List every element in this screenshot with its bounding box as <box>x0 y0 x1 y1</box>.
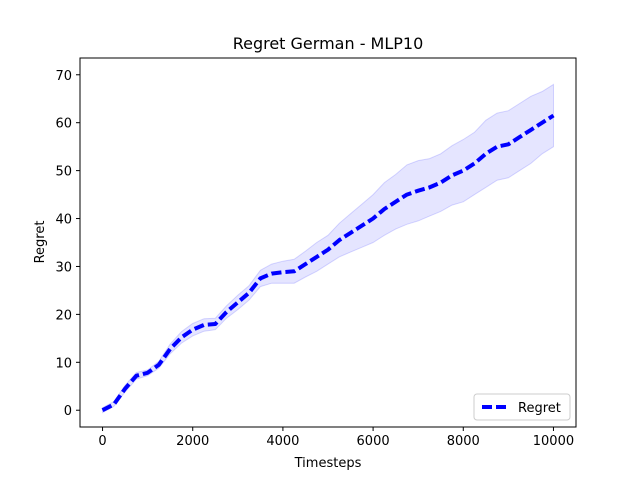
x-tick-label: 6000 <box>357 434 390 449</box>
y-tick-label: 60 <box>55 117 72 132</box>
axes-frame <box>79 57 577 428</box>
x-axis-label: Timesteps <box>294 456 362 471</box>
x-tick-label: 10000 <box>533 434 574 449</box>
x-tick-label: 8000 <box>447 434 480 449</box>
axes: 0 2000 4000 6000 8000 10000 0 10 20 30 40 50 60 70 <box>55 57 577 449</box>
legend-box <box>473 393 571 421</box>
y-tick-label: 10 <box>55 356 72 371</box>
y-tick-label: 70 <box>55 69 72 84</box>
y-tick-label: 20 <box>55 308 72 323</box>
y-tick-label: 40 <box>55 213 72 228</box>
y-tick-label: 50 <box>55 165 72 180</box>
y-axis-label: Regret <box>33 221 48 264</box>
plot-area <box>101 83 555 414</box>
y-tick-label: 0 <box>64 404 72 419</box>
y-tick-label: 30 <box>55 260 72 275</box>
x-tick-label: 4000 <box>266 434 299 449</box>
x-tick-label: 2000 <box>176 434 209 449</box>
chart-title: Regret German - MLP10 <box>233 34 424 53</box>
x-tick-label: 0 <box>98 434 106 449</box>
series-line-regret <box>101 113 555 412</box>
legend-label-regret: Regret <box>518 401 561 416</box>
legend: Regret <box>473 393 571 421</box>
